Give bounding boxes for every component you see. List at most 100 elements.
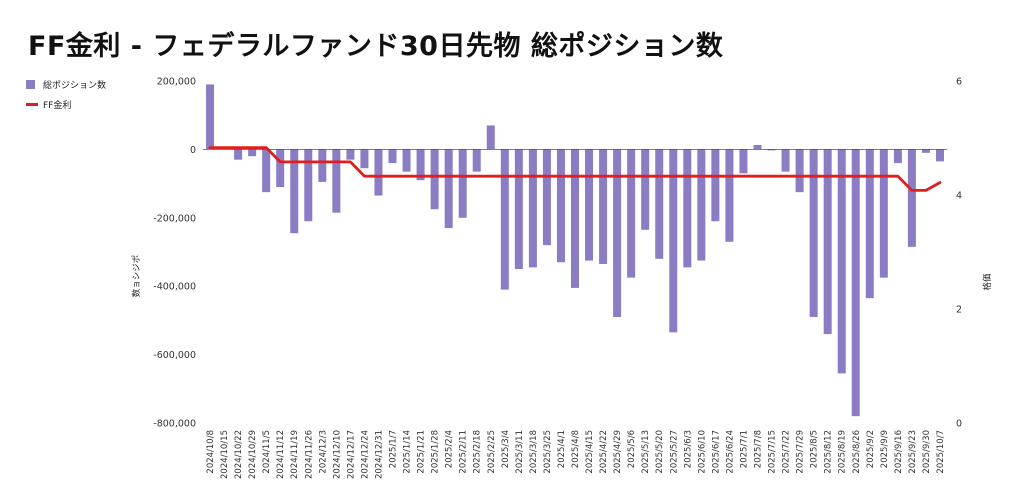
x-tick-label: 2025/9/2 [866, 430, 876, 468]
bar [893, 149, 902, 164]
x-tick-label: 2025/6/24 [725, 430, 735, 474]
x-tick-label: 2024/11/12 [276, 430, 286, 479]
bar [823, 149, 832, 335]
bar [556, 149, 565, 263]
bar [851, 149, 860, 417]
x-tick-label: 2025/3/11 [515, 430, 525, 474]
x-tick-label: 2025/9/30 [922, 430, 932, 474]
bar [935, 149, 944, 162]
x-tick-label: 2024/12/3 [318, 430, 328, 474]
x-tick-label: 2025/4/29 [613, 430, 623, 474]
bar [444, 149, 453, 229]
bar [907, 149, 916, 247]
y-right-tick-label: 4 [956, 191, 962, 202]
legend-swatch-line [26, 102, 38, 106]
bar [346, 149, 355, 160]
bar [921, 149, 930, 153]
y-right-axis-title: 格価 [982, 273, 993, 291]
bar [879, 149, 888, 278]
x-tick-label: 2025/5/27 [669, 430, 679, 474]
x-tick-label: 2025/8/26 [852, 430, 862, 474]
x-tick-label: 2025/1/21 [417, 430, 427, 474]
x-tick-label: 2025/7/29 [796, 430, 806, 474]
bar [542, 149, 551, 246]
y-right-tick-label: 2 [956, 305, 962, 316]
x-tick-label: 2025/9/23 [908, 430, 918, 474]
x-tick-label: 2025/7/15 [768, 430, 778, 474]
bar [262, 149, 271, 193]
bar [206, 84, 215, 150]
y-left-tick-label: 0 [190, 145, 196, 156]
bar [809, 149, 818, 317]
bar [781, 149, 790, 172]
bar [234, 149, 243, 160]
x-tick-label: 2024/11/5 [262, 430, 272, 474]
bar [655, 149, 664, 259]
bar [318, 149, 327, 182]
x-tick-label: 2024/12/31 [375, 430, 385, 479]
legend-item-bar: 総ポジション数 [26, 74, 106, 94]
x-tick-label: 2025/8/12 [824, 430, 834, 474]
x-tick-label: 2025/3/25 [543, 430, 553, 474]
x-tick-label: 2025/8/19 [838, 430, 848, 474]
bar [374, 149, 383, 196]
x-tick-label: 2025/5/20 [655, 430, 665, 474]
legend-label-bar: 総ポジション数 [43, 80, 107, 91]
x-tick-label: 2024/12/17 [346, 430, 356, 479]
bar [767, 149, 776, 151]
x-tick-label: 2025/2/18 [473, 430, 483, 474]
x-tick-label: 2025/4/15 [585, 430, 595, 474]
x-tick-label: 2025/8/5 [810, 430, 820, 468]
bar [599, 149, 608, 264]
x-tick-label: 2024/10/8 [206, 430, 216, 474]
y-left-axis-title: 数ョシジポ [131, 255, 142, 298]
x-tick-label: 2025/9/9 [880, 430, 890, 468]
x-tick-label: 2024/10/15 [220, 430, 230, 479]
bar [290, 149, 299, 234]
bar [571, 149, 579, 288]
bar [641, 149, 650, 230]
x-tick-label: 2025/7/1 [740, 430, 750, 468]
y-left-tick-label: 200,000 [157, 77, 196, 88]
y-right-tick-label: 6 [956, 77, 962, 88]
bar [711, 149, 720, 222]
legend-label-line: FF金利 [43, 100, 72, 111]
x-tick-label: 2024/10/29 [248, 430, 258, 479]
x-tick-label: 2025/6/10 [697, 430, 707, 474]
bar [500, 149, 509, 290]
chart-title: FF金利 - フェデラルファンド30日先物 総ポジション数 [28, 31, 724, 62]
x-tick-label: 2025/2/11 [459, 430, 469, 474]
bar [486, 125, 495, 150]
bar [669, 149, 678, 333]
x-tick-label: 2025/1/28 [431, 430, 441, 474]
x-tick-label: 2025/4/1 [557, 430, 567, 468]
x-tick-label: 2024/12/24 [360, 430, 370, 479]
x-tick-label: 2024/11/26 [304, 430, 314, 479]
x-tick-label: 2025/3/4 [501, 430, 511, 468]
bar [304, 149, 313, 222]
x-tick-label: 2025/1/14 [403, 430, 413, 474]
y-left-tick-label: -800,000 [153, 419, 196, 430]
bar [458, 149, 467, 218]
x-tick-label: 2025/2/25 [487, 430, 497, 474]
y-left-tick-label: -600,000 [153, 350, 196, 361]
x-tick-label: 2025/4/8 [571, 430, 581, 468]
bar [865, 149, 874, 299]
bar [837, 149, 846, 374]
y-left-tick-label: -400,000 [153, 282, 196, 293]
bar [514, 149, 523, 270]
line-series-ff-rate [208, 146, 942, 192]
x-tick-label: 2025/10/7 [936, 430, 946, 474]
x-tick-label: 2025/6/17 [711, 430, 721, 474]
legend-item-line: FF金利 [26, 94, 106, 114]
y-left-tick-label: -200,000 [153, 213, 196, 224]
x-tick-label: 2025/5/13 [641, 430, 651, 474]
bar [697, 149, 706, 261]
x-tick-label: 2025/1/7 [389, 430, 399, 468]
x-tick-label: 2025/9/16 [894, 430, 904, 474]
bar [739, 149, 748, 174]
x-tick-label: 2025/5/6 [627, 430, 637, 468]
bar [332, 149, 341, 213]
bar [430, 149, 439, 210]
bar [528, 149, 537, 268]
